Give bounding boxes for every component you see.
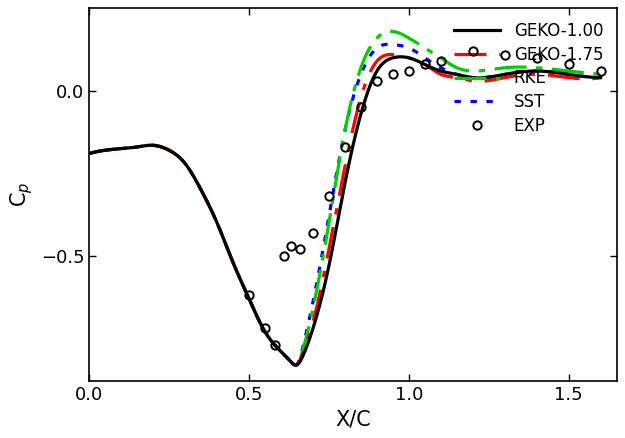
SST: [507, 71, 514, 76]
RKE: [507, 65, 514, 70]
GEKO-1.00: [86, 151, 93, 156]
Line: GEKO-1.75: GEKO-1.75: [89, 54, 601, 365]
EXP: [437, 59, 444, 64]
Y-axis label: C$_p$: C$_p$: [8, 182, 35, 208]
EXP: [325, 194, 332, 199]
RKE: [329, 195, 337, 200]
GEKO-1.75: [332, 209, 340, 214]
SST: [392, 42, 399, 48]
GEKO-1.00: [363, 92, 371, 97]
GEKO-1.00: [397, 54, 404, 60]
GEKO-1.75: [291, 363, 299, 368]
EXP: [421, 62, 429, 67]
GEKO-1.75: [587, 76, 594, 81]
GEKO-1.75: [392, 52, 399, 57]
GEKO-1.00: [292, 362, 300, 367]
RKE: [587, 71, 594, 76]
SST: [332, 173, 340, 178]
SST: [587, 74, 594, 80]
Legend: GEKO-1.00, GEKO-1.75, RKE, SST, EXP: GEKO-1.00, GEKO-1.75, RKE, SST, EXP: [449, 17, 608, 140]
EXP: [261, 326, 269, 331]
EXP: [296, 247, 304, 252]
EXP: [271, 343, 278, 348]
GEKO-1.00: [507, 71, 514, 76]
EXP: [357, 105, 364, 110]
EXP: [565, 62, 572, 67]
SST: [597, 75, 604, 80]
EXP: [373, 78, 381, 84]
GEKO-1.00: [587, 74, 594, 80]
EXP: [281, 253, 288, 258]
EXP: [287, 244, 294, 249]
RKE: [392, 29, 399, 35]
EXP: [501, 52, 509, 57]
GEKO-1.75: [363, 77, 371, 82]
SST: [384, 42, 391, 47]
Line: EXP: EXP: [245, 47, 605, 349]
SST: [329, 190, 337, 195]
GEKO-1.75: [86, 151, 93, 156]
GEKO-1.75: [597, 75, 604, 80]
RKE: [387, 29, 394, 34]
Line: GEKO-1.00: GEKO-1.00: [89, 57, 601, 365]
EXP: [309, 230, 317, 235]
X-axis label: X/C: X/C: [335, 410, 371, 430]
GEKO-1.00: [597, 75, 604, 80]
EXP: [469, 49, 476, 54]
SST: [86, 151, 93, 156]
GEKO-1.00: [391, 55, 398, 60]
GEKO-1.75: [507, 74, 514, 79]
RKE: [597, 72, 604, 77]
Line: RKE: RKE: [89, 32, 601, 365]
EXP: [597, 68, 604, 74]
EXP: [245, 293, 252, 298]
SST: [291, 363, 299, 368]
GEKO-1.75: [387, 52, 394, 57]
EXP: [389, 72, 397, 77]
RKE: [86, 151, 93, 156]
EXP: [341, 144, 349, 149]
GEKO-1.75: [329, 225, 337, 230]
RKE: [363, 50, 371, 56]
GEKO-1.00: [329, 242, 337, 247]
SST: [363, 58, 371, 64]
RKE: [291, 363, 299, 368]
GEKO-1.00: [332, 226, 340, 232]
EXP: [533, 55, 541, 60]
Line: SST: SST: [89, 44, 601, 366]
RKE: [332, 177, 340, 182]
EXP: [405, 68, 412, 74]
